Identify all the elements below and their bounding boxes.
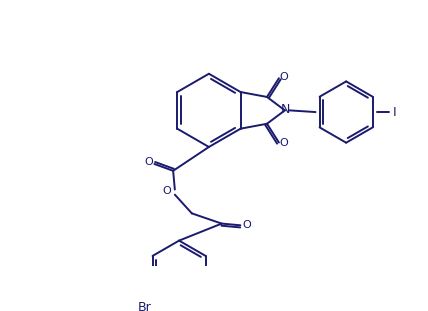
Text: O: O bbox=[279, 138, 288, 148]
Text: N: N bbox=[281, 103, 291, 116]
Text: I: I bbox=[393, 105, 396, 118]
Text: Br: Br bbox=[138, 300, 152, 311]
Text: O: O bbox=[162, 186, 171, 196]
Text: O: O bbox=[144, 157, 153, 167]
Text: O: O bbox=[242, 220, 251, 230]
Text: O: O bbox=[279, 72, 288, 82]
